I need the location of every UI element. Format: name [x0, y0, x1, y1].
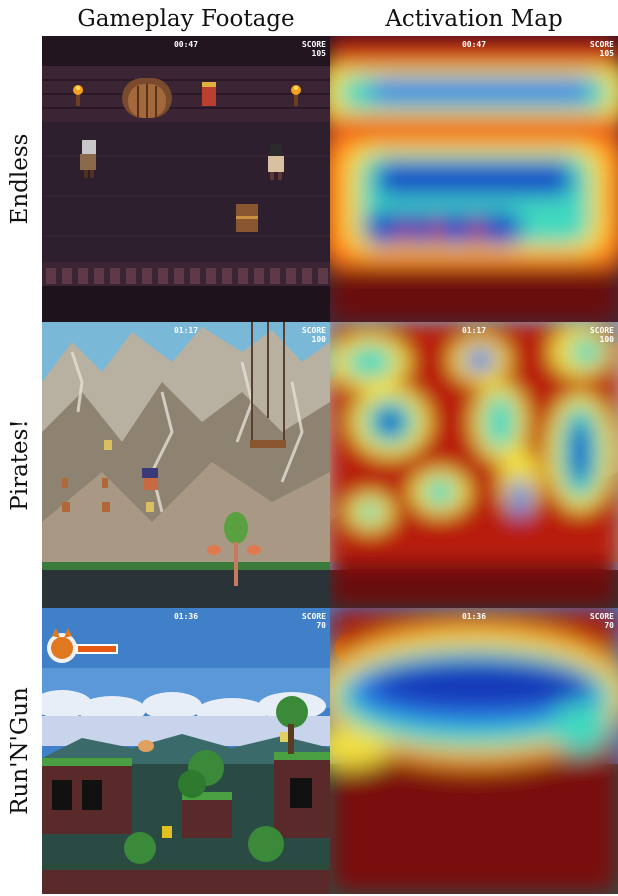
hud-score: SCORE 100 — [589, 326, 614, 344]
row-label-pirates: Pirates! — [7, 419, 33, 511]
hud-timer: 00:47 — [173, 40, 199, 49]
hud-timer: 01:17 — [173, 326, 199, 335]
activation-map-runngun: 01:36 SCORE 70 — [330, 608, 618, 894]
row-label-endless: Endless — [7, 133, 33, 225]
row-label-runngun: Run'N'Gun — [7, 687, 33, 815]
column-title-gameplay: Gameplay Footage — [77, 6, 295, 32]
gameplay-frame-runngun: 01:36 SCORE 70 — [42, 608, 330, 894]
hud-score: SCORE 100 — [301, 326, 326, 344]
hud-timer: 00:47 — [461, 40, 487, 49]
activation-map-pirates: 01:17 SCORE 100 — [330, 322, 618, 608]
hud-score: SCORE 70 — [301, 612, 326, 630]
hud-score: SCORE 70 — [589, 612, 614, 630]
hud-timer: 01:36 — [173, 612, 199, 621]
gameplay-frame-endless: 00:47 SCORE 105 — [42, 36, 330, 322]
hud-timer: 01:17 — [461, 326, 487, 335]
gameplay-frame-pirates: 01:17 SCORE 100 — [42, 322, 330, 608]
column-title-activation: Activation Map — [385, 6, 563, 32]
activation-map-endless: 00:47 SCORE 105 — [330, 36, 618, 322]
hud-score: SCORE 105 — [301, 40, 326, 58]
hud-score: SCORE 105 — [589, 40, 614, 58]
hud-timer: 01:36 — [461, 612, 487, 621]
